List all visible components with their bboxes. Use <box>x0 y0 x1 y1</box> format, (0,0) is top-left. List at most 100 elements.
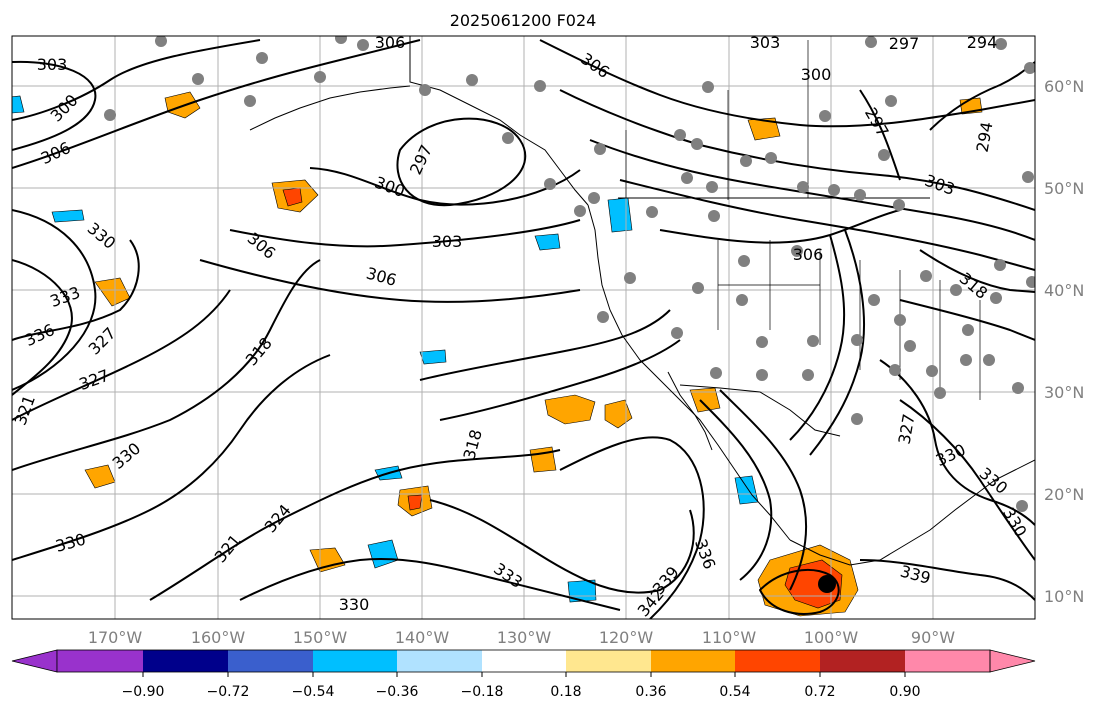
contour-line <box>439 339 681 421</box>
station-dot <box>828 184 840 196</box>
station-dot <box>544 178 556 190</box>
contour-line <box>539 39 1035 128</box>
contour-line <box>789 234 846 441</box>
station-dot <box>594 143 606 155</box>
vvel-positive-region <box>747 117 781 141</box>
vvel-strong-region <box>407 494 423 511</box>
colorbar-extend-high <box>989 649 1036 673</box>
contour-line <box>859 89 901 181</box>
contour-line <box>309 167 581 206</box>
station-dot <box>674 129 686 141</box>
contour-label: 303 <box>37 55 68 74</box>
contour-line <box>859 559 1035 601</box>
colorbar-tick-label: 0.54 <box>719 684 750 700</box>
station-dot <box>155 36 167 47</box>
station-dot <box>819 110 831 122</box>
contour-line <box>419 309 671 381</box>
lon-label: 110°W <box>702 628 757 647</box>
low-center-marker <box>818 575 836 593</box>
contour-label: 303 <box>432 232 463 251</box>
contour-label: 297 <box>889 34 920 53</box>
colorbar-swatch <box>313 650 397 672</box>
contour-line <box>12 289 231 421</box>
contour-line <box>809 229 865 456</box>
station-dot <box>335 36 347 44</box>
station-dot <box>756 369 768 381</box>
vvel-negative-region <box>607 197 633 233</box>
contour-line <box>396 117 527 207</box>
graticule <box>12 36 1035 619</box>
station-dot <box>466 74 478 86</box>
station-dot <box>736 294 748 306</box>
station-dot <box>893 199 905 211</box>
colorbar-swatch <box>735 650 820 672</box>
lat-label: 10°N <box>1044 587 1084 606</box>
contour-line <box>919 249 1035 293</box>
colorbar-swatch <box>566 650 651 672</box>
station-dot <box>950 284 962 296</box>
station-dot <box>574 205 586 217</box>
colorbar-swatch <box>820 650 905 672</box>
contour-line <box>429 499 695 594</box>
contour-line <box>229 219 581 248</box>
contour-label: 303 <box>750 33 781 52</box>
colorbar-frame <box>56 649 991 673</box>
station-dot <box>802 369 814 381</box>
station-dot <box>995 38 1007 50</box>
lon-label: 120°W <box>599 628 654 647</box>
station-markers <box>104 36 1035 512</box>
vvel-positive-region <box>544 394 596 425</box>
lon-label: 160°W <box>191 628 246 647</box>
station-dot <box>920 270 932 282</box>
contours <box>12 39 1035 619</box>
coastline-mexico-south <box>789 459 1035 566</box>
colorbar-tick-label: −0.90 <box>122 684 165 700</box>
station-dot <box>1016 500 1028 512</box>
contour-line <box>619 179 1035 271</box>
lat-label: 30°N <box>1044 383 1084 402</box>
contour-line <box>559 89 1035 211</box>
station-dot <box>502 132 514 144</box>
colorbar-tick-label: −0.54 <box>292 684 335 700</box>
station-dot <box>894 314 906 326</box>
station-dot <box>983 354 995 366</box>
colorbar-swatch <box>397 650 482 672</box>
vvel-negative-region <box>12 95 25 114</box>
station-dot <box>797 181 809 193</box>
station-dot <box>904 340 916 352</box>
longitude-labels: 170°W 160°W 150°W 140°W 130°W 120°W 110°… <box>88 628 955 647</box>
station-dot <box>1012 382 1024 394</box>
lon-label: 90°W <box>911 628 955 647</box>
colorbar: −0.90 −0.72 −0.54 −0.36 −0.18 0.18 0.36 … <box>11 649 1036 700</box>
station-dot <box>244 95 256 107</box>
colorbar-tick-label: 0.36 <box>635 684 666 700</box>
contour-line <box>12 39 261 121</box>
colorbar-swatch <box>57 650 143 672</box>
lat-label: 60°N <box>1044 77 1084 96</box>
vvel-positive-region <box>309 547 346 573</box>
contour-line <box>199 259 581 303</box>
contour-label: 306 <box>793 245 824 264</box>
colorbar-swatch <box>228 650 313 672</box>
station-dot <box>357 39 369 51</box>
vvel-positive-region <box>689 387 721 413</box>
contour-line <box>12 209 97 391</box>
station-dot <box>765 152 777 164</box>
station-dot <box>104 109 116 121</box>
contour-line <box>149 449 561 601</box>
contour-line <box>699 399 773 581</box>
colorbar-tick-label: −0.18 <box>461 684 504 700</box>
station-dot <box>791 245 803 257</box>
lat-label: 50°N <box>1044 179 1084 198</box>
border-us-mexico <box>679 384 841 437</box>
station-dot <box>588 192 600 204</box>
lon-label: 140°W <box>395 628 450 647</box>
contour-line <box>12 259 321 471</box>
lon-label: 170°W <box>88 628 143 647</box>
contour-line <box>239 558 621 611</box>
colorbar-ticks <box>142 672 906 677</box>
vvel-negative-region <box>51 209 85 223</box>
station-dot <box>706 181 718 193</box>
station-dot <box>740 155 752 167</box>
station-dot <box>1026 276 1035 288</box>
